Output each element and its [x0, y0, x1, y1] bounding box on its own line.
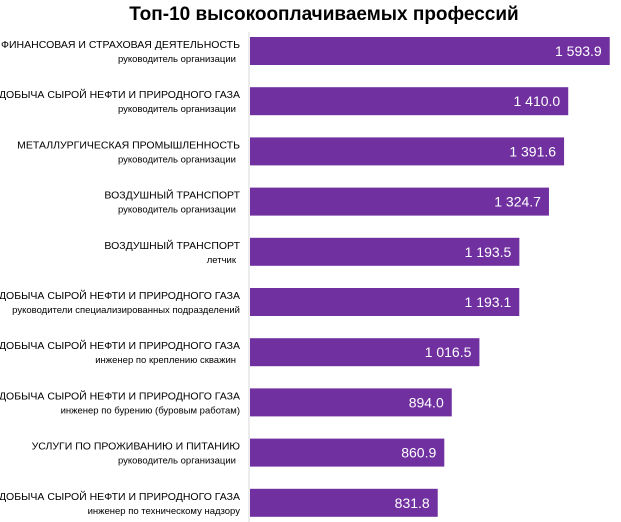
category-label-5: ВОЗДУШНЫЙ ТРАНСПОРТ	[104, 239, 240, 252]
bar-value-label-1: 1 593.9	[555, 43, 602, 59]
bar-9	[250, 438, 445, 467]
category-sublabel-1: руководитель организации	[118, 54, 236, 65]
bar-5	[250, 237, 520, 266]
category-label-8: ДОБЫЧА СЫРОЙ НЕФТИ И ПРИРОДНОГО ГАЗА	[0, 389, 240, 402]
bar-value-label-3: 1 391.6	[509, 143, 556, 159]
category-label-7: ДОБЫЧА СЫРОЙ НЕФТИ И ПРИРОДНОГО ГАЗА	[0, 339, 240, 352]
bar-value-label-10: 831.8	[395, 495, 430, 511]
category-label-2: ДОБЫЧА СЫРОЙ НЕФТИ И ПРИРОДНОГО ГАЗА	[0, 88, 240, 101]
bar-value-label-9: 860.9	[401, 445, 436, 461]
bars-layer: 1 593.9 ФИНАНСОВАЯ И СТРАХОВАЯ ДЕЯТЕЛЬНОС…	[0, 37, 610, 517]
bar-value-label-7: 1 016.5	[425, 344, 472, 360]
category-label-1: ФИНАНСОВАЯ И СТРАХОВАЯ ДЕЯТЕЛЬНОСТЬ	[1, 39, 240, 51]
category-label-10: ДОБЫЧА СЫРОЙ НЕФТИ И ПРИРОДНОГО ГАЗА	[0, 490, 240, 503]
category-sublabel-7: инженер по креплению скважин	[95, 355, 236, 366]
bar-4	[250, 187, 549, 216]
bar-3	[250, 137, 565, 166]
category-sublabel-10: инженер по техническому надзору	[88, 506, 241, 517]
category-sublabel-4: руководитель организации	[118, 205, 236, 216]
category-label-3: МЕТАЛЛУРГИЧЕСКАЯ ПРОМЫШЛЕННОСТЬ	[17, 139, 240, 151]
bar-6	[250, 288, 520, 316]
chart-title: Топ-10 высокооплачиваемых профессий	[129, 4, 518, 25]
bar-10	[250, 488, 438, 517]
category-sublabel-9: руководитель организации	[118, 456, 236, 467]
bar-8	[250, 388, 452, 417]
category-sublabel-6: руководители специализированных подразде…	[12, 305, 240, 316]
category-sublabel-3: руководитель организации	[118, 154, 236, 165]
category-label-4: ВОЗДУШНЫЙ ТРАНСПОРТ	[104, 189, 240, 202]
category-sublabel-5: летчик	[207, 255, 237, 266]
category-sublabel-8: инженер по бурению (буровым работам)	[61, 405, 240, 416]
category-label-9: УСЛУГИ ПО ПРОЖИВАНИЮ И ПИТАНИЮ	[32, 441, 241, 453]
bar-1	[250, 37, 610, 65]
category-sublabel-2: руководитель организации	[118, 104, 236, 115]
category-label-6: ДОБЫЧА СЫРОЙ НЕФТИ И ПРИРОДНОГО ГАЗА	[0, 289, 240, 302]
bar-value-label-4: 1 324.7	[494, 194, 541, 210]
bar-7	[250, 338, 480, 367]
bar-value-label-5: 1 193.5	[465, 244, 512, 260]
bar-value-label-8: 894.0	[409, 394, 444, 410]
bar-2	[250, 87, 569, 116]
bar-value-label-2: 1 410.0	[514, 93, 561, 109]
bar-value-label-6: 1 193.1	[465, 294, 512, 310]
